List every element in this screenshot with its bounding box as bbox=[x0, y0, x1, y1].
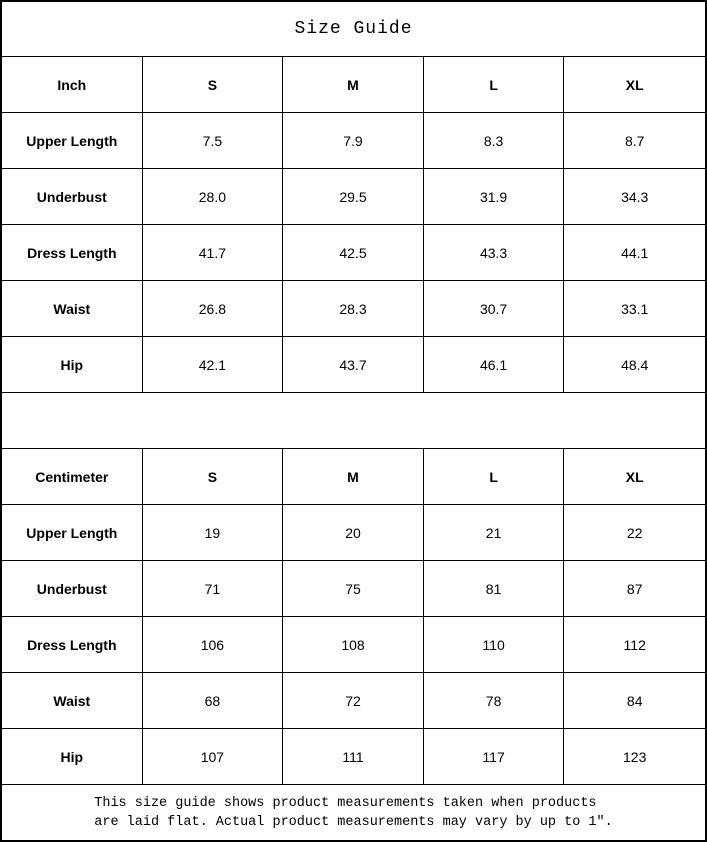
row-label-underbust: Underbust bbox=[2, 561, 143, 617]
cell-value: 81 bbox=[423, 561, 565, 617]
cell-value: 42.1 bbox=[142, 337, 284, 393]
cell-value: 123 bbox=[564, 729, 705, 785]
cell-value: 78 bbox=[423, 673, 565, 729]
row-label-hip: Hip bbox=[2, 729, 143, 785]
cell-value: 28.3 bbox=[283, 281, 424, 337]
cell-value: 87 bbox=[564, 561, 705, 617]
cell-value: 28.0 bbox=[142, 169, 284, 225]
cell-value: 48.4 bbox=[564, 337, 705, 393]
cell-value: 117 bbox=[423, 729, 565, 785]
row-label-waist: Waist bbox=[2, 281, 143, 337]
row-label-waist: Waist bbox=[2, 673, 143, 729]
cell-value: 41.7 bbox=[142, 225, 284, 281]
inch-table: Inch S M L XL Upper Length 7.5 7.9 8.3 8… bbox=[2, 57, 705, 393]
size-header-xl: XL bbox=[564, 57, 705, 113]
cell-value: 8.7 bbox=[564, 113, 705, 169]
cell-value: 22 bbox=[564, 505, 705, 561]
cell-value: 21 bbox=[423, 505, 565, 561]
cell-value: 29.5 bbox=[283, 169, 424, 225]
cell-value: 26.8 bbox=[142, 281, 284, 337]
cell-value: 72 bbox=[283, 673, 424, 729]
footer-note-line-1: This size guide shows product measuremen… bbox=[94, 795, 597, 811]
size-header-xl: XL bbox=[564, 449, 705, 505]
cell-value: 8.3 bbox=[423, 113, 565, 169]
cell-value: 34.3 bbox=[564, 169, 705, 225]
row-label-upper-length: Upper Length bbox=[2, 505, 143, 561]
size-header-s: S bbox=[142, 449, 284, 505]
footer-note: This size guide shows product measuremen… bbox=[2, 785, 705, 840]
page-title: Size Guide bbox=[294, 19, 413, 39]
size-header-m: M bbox=[283, 449, 424, 505]
cell-value: 30.7 bbox=[423, 281, 565, 337]
cell-value: 7.5 bbox=[142, 113, 284, 169]
cell-value: 46.1 bbox=[423, 337, 565, 393]
title-row: Size Guide bbox=[2, 2, 705, 57]
cell-value: 33.1 bbox=[564, 281, 705, 337]
cell-value: 44.1 bbox=[564, 225, 705, 281]
cell-value: 19 bbox=[142, 505, 284, 561]
footer-note-line-2: are laid flat. Actual product measuremen… bbox=[94, 814, 613, 830]
row-label-dress-length: Dress Length bbox=[2, 225, 143, 281]
cell-value: 112 bbox=[564, 617, 705, 673]
size-header-s: S bbox=[142, 57, 284, 113]
cell-value: 71 bbox=[142, 561, 284, 617]
footer-note-text: This size guide shows product measuremen… bbox=[94, 794, 612, 832]
row-label-hip: Hip bbox=[2, 337, 143, 393]
cell-value: 107 bbox=[142, 729, 284, 785]
row-label-upper-length: Upper Length bbox=[2, 113, 143, 169]
cell-value: 75 bbox=[283, 561, 424, 617]
cell-value: 7.9 bbox=[283, 113, 424, 169]
unit-header: Centimeter bbox=[2, 449, 143, 505]
cell-value: 43.7 bbox=[283, 337, 424, 393]
unit-header: Inch bbox=[2, 57, 143, 113]
cell-value: 20 bbox=[283, 505, 424, 561]
cell-value: 108 bbox=[283, 617, 424, 673]
cell-value: 42.5 bbox=[283, 225, 424, 281]
centimeter-table: Centimeter S M L XL Upper Length 19 20 2… bbox=[2, 449, 705, 785]
cell-value: 43.3 bbox=[423, 225, 565, 281]
row-label-dress-length: Dress Length bbox=[2, 617, 143, 673]
table-spacer bbox=[2, 393, 705, 449]
cell-value: 110 bbox=[423, 617, 565, 673]
cell-value: 31.9 bbox=[423, 169, 565, 225]
cell-value: 111 bbox=[283, 729, 424, 785]
cell-value: 84 bbox=[564, 673, 705, 729]
cell-value: 68 bbox=[142, 673, 284, 729]
size-header-m: M bbox=[283, 57, 424, 113]
size-header-l: L bbox=[423, 449, 565, 505]
row-label-underbust: Underbust bbox=[2, 169, 143, 225]
size-header-l: L bbox=[423, 57, 565, 113]
cell-value: 106 bbox=[142, 617, 284, 673]
